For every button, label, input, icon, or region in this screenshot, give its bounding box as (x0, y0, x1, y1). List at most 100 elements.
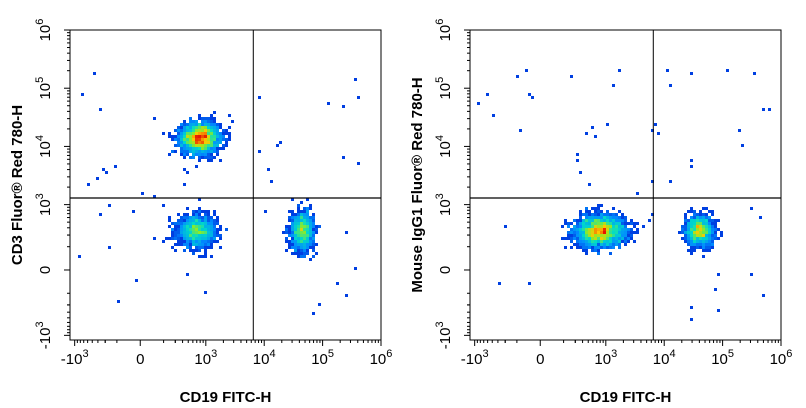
event-bin (174, 234, 177, 237)
event-bin (207, 243, 210, 246)
event-bin (204, 150, 207, 153)
event-bin (183, 225, 186, 228)
event-bin (579, 216, 582, 219)
event-bin (198, 159, 201, 162)
event-bin (528, 282, 531, 285)
event-bin (189, 222, 192, 225)
event-bin (696, 237, 699, 240)
event-bin (204, 156, 207, 159)
event-bin (699, 222, 702, 225)
event-bin (300, 222, 303, 225)
event-bin (531, 96, 534, 99)
event-bin (174, 228, 177, 231)
event-bin (600, 219, 603, 222)
event-bin (579, 210, 582, 213)
event-bin (198, 225, 201, 228)
event-bin (207, 126, 210, 129)
event-bin (690, 240, 693, 243)
x-tick-label: 106 (370, 348, 393, 368)
event-bin (708, 225, 711, 228)
event-bin (312, 216, 315, 219)
event-bin (696, 231, 699, 234)
event-bin (189, 240, 192, 243)
event-bin (603, 222, 606, 225)
event-bin (315, 225, 318, 228)
event-bin (294, 243, 297, 246)
event-bin (288, 216, 291, 219)
event-bin (612, 231, 615, 234)
event-bin (207, 117, 210, 120)
event-bin (594, 243, 597, 246)
event-bin (195, 210, 198, 213)
event-bin (198, 132, 201, 135)
event-bin (291, 222, 294, 225)
event-bin (492, 114, 495, 117)
y-tick-label: 105 (34, 77, 54, 100)
event-bin (582, 240, 585, 243)
event-bin (711, 213, 714, 216)
event-bin (579, 219, 582, 222)
event-bin (699, 237, 702, 240)
event-bin (183, 216, 186, 219)
event-bin (627, 240, 630, 243)
event-bin (186, 153, 189, 156)
event-bin (204, 120, 207, 123)
event-bin (207, 222, 210, 225)
event-bin (300, 234, 303, 237)
event-bin (585, 252, 588, 255)
event-bin (198, 129, 201, 132)
event-bin (171, 234, 174, 237)
event-bin (573, 231, 576, 234)
event-bin (693, 243, 696, 246)
event-bin (612, 222, 615, 225)
event-bin (684, 219, 687, 222)
event-bin (585, 207, 588, 210)
event-bin (585, 243, 588, 246)
event-bin (216, 216, 219, 219)
plot-panel-cd3: -103 0 103 104 105 106 -103 0 103 104 105 106 CD19 F… (9, 19, 392, 406)
event-bin (231, 120, 234, 123)
event-bin (195, 150, 198, 153)
event-bin (699, 243, 702, 246)
event-bin (615, 231, 618, 234)
event-bin (714, 288, 717, 291)
event-bin (285, 240, 288, 243)
event-bin (294, 228, 297, 231)
event-bin (180, 135, 183, 138)
event-bin (684, 225, 687, 228)
event-bin (624, 216, 627, 219)
event-bin (312, 240, 315, 243)
event-bin (288, 240, 291, 243)
event-bin (300, 225, 303, 228)
event-bin (594, 246, 597, 249)
event-bin (711, 222, 714, 225)
event-bin (597, 237, 600, 240)
event-bin (186, 135, 189, 138)
event-bin (204, 153, 207, 156)
event-bin (195, 222, 198, 225)
event-bin (192, 150, 195, 153)
event-bin (300, 213, 303, 216)
event-bin (216, 150, 219, 153)
event-bin (207, 144, 210, 147)
event-bin (180, 132, 183, 135)
event-bin (576, 246, 579, 249)
event-bin (210, 159, 213, 162)
event-bin (708, 240, 711, 243)
event-bin (219, 126, 222, 129)
event-bin (606, 225, 609, 228)
event-bin (183, 249, 186, 252)
event-bin (195, 234, 198, 237)
event-bin (705, 249, 708, 252)
event-bin (585, 231, 588, 234)
event-bin (195, 126, 198, 129)
event-bin (588, 234, 591, 237)
event-bin (714, 222, 717, 225)
event-bin (204, 138, 207, 141)
event-bin (702, 255, 705, 258)
event-bin (303, 210, 306, 213)
event-bin (582, 213, 585, 216)
x-tick-label: 0 (536, 351, 544, 368)
event-bin (705, 234, 708, 237)
event-bin (591, 243, 594, 246)
